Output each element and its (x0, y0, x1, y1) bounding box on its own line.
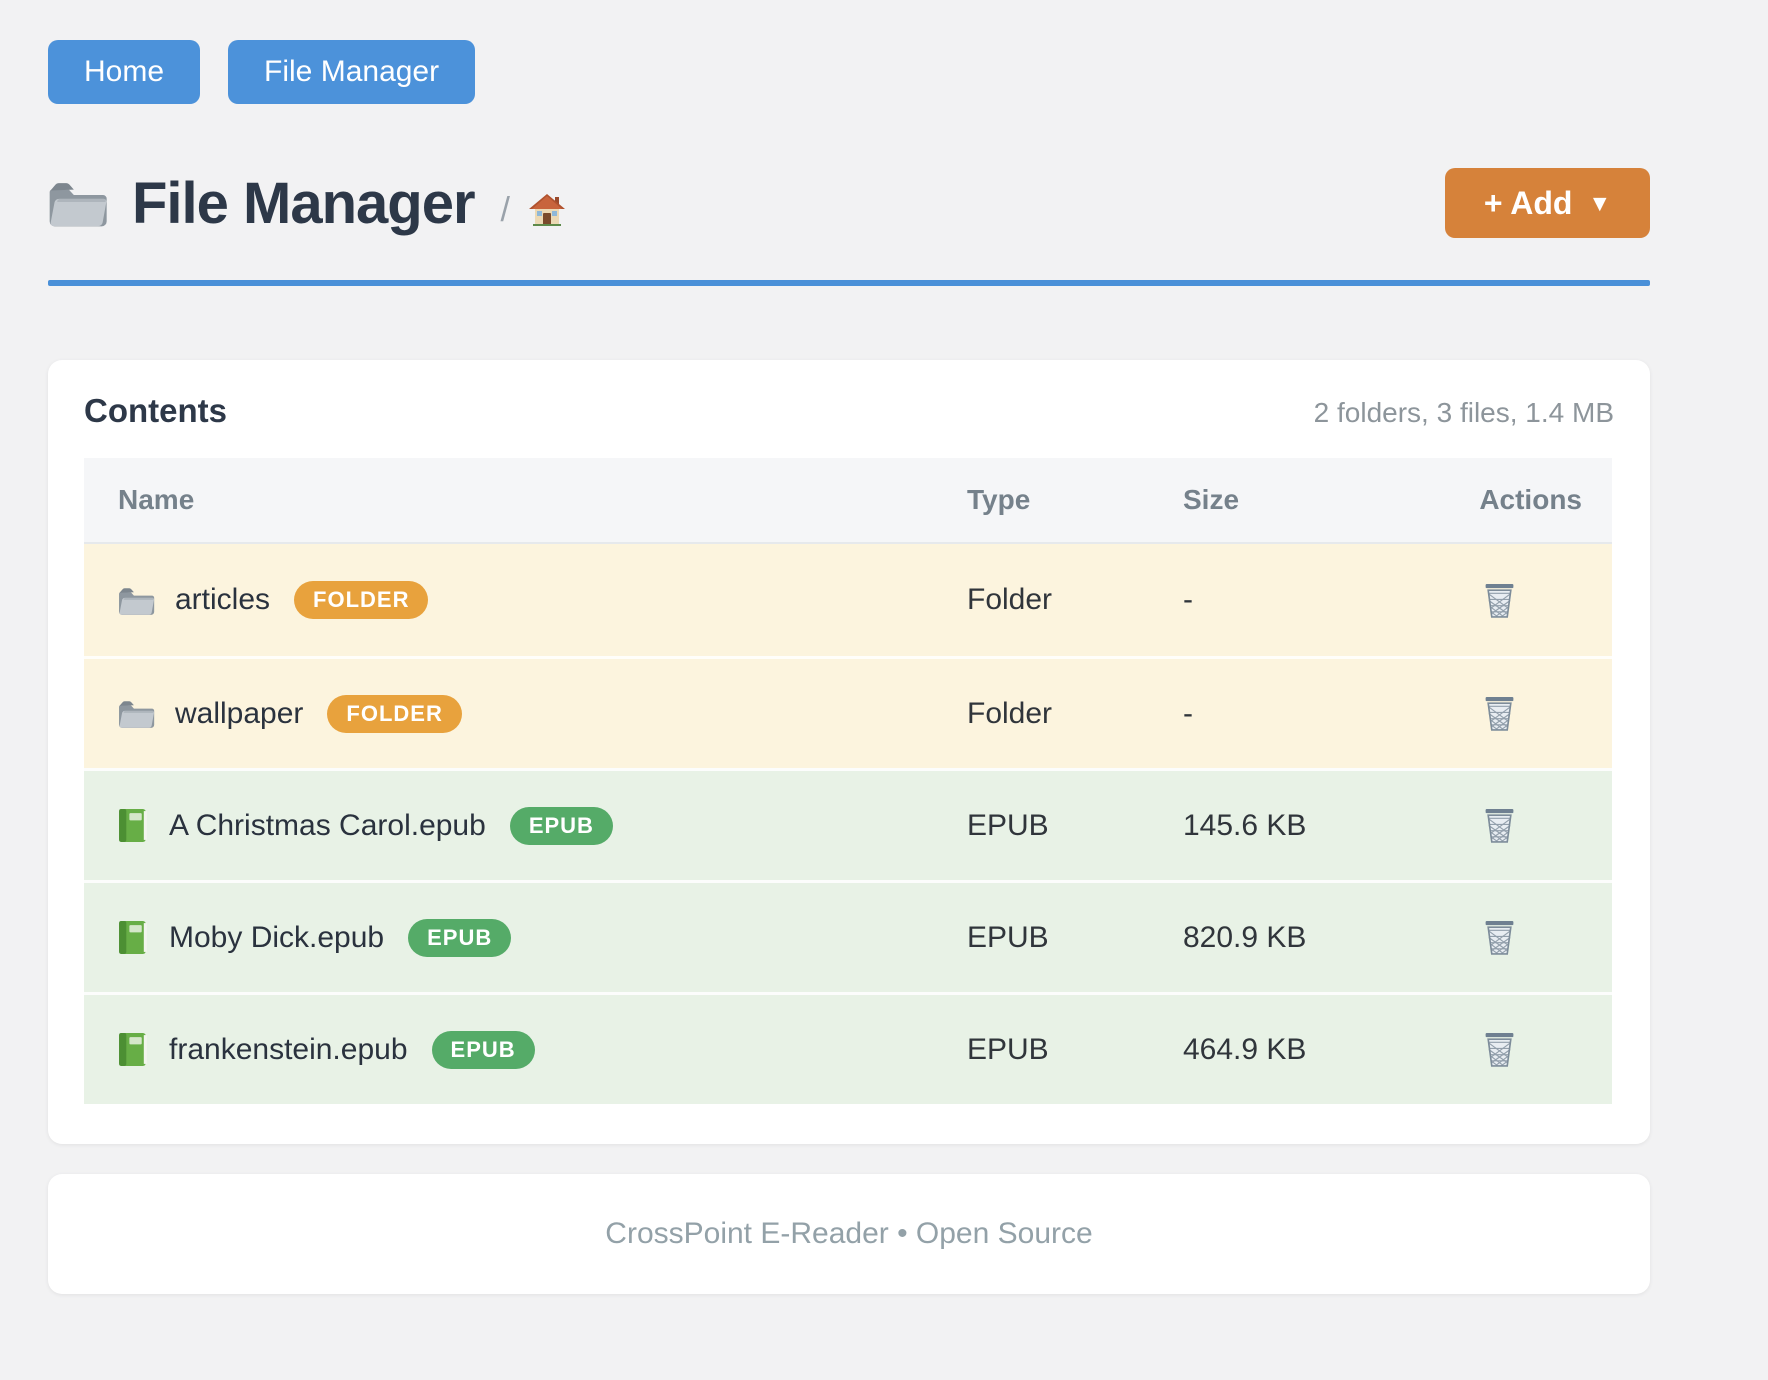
folder-badge: FOLDER (327, 694, 462, 733)
footer-card: CrossPoint E-Reader • Open Source (48, 1174, 1650, 1294)
trash-icon (1482, 582, 1517, 619)
item-type: Folder (967, 696, 1053, 730)
trash-icon (1482, 807, 1517, 844)
epub-badge: EPUB (431, 1030, 535, 1069)
column-header-actions: Actions (1479, 484, 1582, 515)
table-row: Moby Dick.epub EPUB EPUB 820.9 KB (84, 880, 1612, 992)
footer-text: CrossPoint E-Reader • Open Source (605, 1217, 1093, 1250)
home-icon[interactable] (528, 193, 566, 227)
item-name[interactable]: Moby Dick.epub (169, 920, 385, 954)
page-header: File Manager / + Add ▼ (48, 168, 1650, 238)
trash-icon (1482, 1031, 1517, 1068)
page: Home File Manager File Manager / + Add ▼… (48, 0, 1650, 1294)
folder-badge: FOLDER (294, 581, 429, 619)
delete-button[interactable] (1482, 1031, 1517, 1068)
breadcrumb: / (501, 191, 566, 230)
add-button-label: + Add (1483, 184, 1573, 221)
item-size: 145.6 KB (1183, 808, 1307, 842)
item-name[interactable]: wallpaper (175, 696, 304, 730)
table-row: A Christmas Carol.epub EPUB EPUB 145.6 K… (84, 768, 1612, 880)
item-size: 464.9 KB (1183, 1032, 1307, 1066)
item-size: - (1183, 583, 1193, 616)
item-size: 820.9 KB (1183, 920, 1307, 954)
table-row: wallpaper FOLDER Folder - (84, 656, 1612, 768)
contents-summary: 2 folders, 3 files, 1.4 MB (1313, 397, 1614, 428)
epub-badge: EPUB (408, 918, 512, 957)
nav-file-manager-button[interactable]: File Manager (228, 40, 476, 104)
chevron-down-icon: ▼ (1588, 189, 1612, 216)
item-name[interactable]: frankenstein.epub (169, 1032, 408, 1066)
column-header-name: Name (118, 484, 195, 515)
table-row: articles FOLDER Folder - (84, 544, 1612, 656)
nav-home-button[interactable]: Home (48, 40, 201, 104)
trash-icon (1482, 919, 1517, 956)
book-icon (118, 920, 149, 955)
item-type: EPUB (967, 920, 1049, 954)
item-name[interactable]: A Christmas Carol.epub (169, 808, 486, 842)
book-icon (118, 808, 149, 843)
column-header-type: Type (967, 484, 1031, 515)
item-type: EPUB (967, 1032, 1049, 1066)
item-name[interactable]: articles (175, 583, 271, 616)
item-type: Folder (967, 583, 1053, 616)
delete-button[interactable] (1482, 919, 1517, 956)
folder-icon (48, 178, 108, 228)
item-type: EPUB (967, 808, 1049, 842)
folder-icon (118, 698, 155, 729)
table-header-row: Name Type Size Actions (84, 458, 1612, 544)
page-title: File Manager (132, 170, 476, 236)
add-button[interactable]: + Add ▼ (1445, 168, 1650, 238)
header-divider (48, 280, 1650, 286)
book-icon (118, 1032, 149, 1067)
contents-header: Contents 2 folders, 3 files, 1.4 MB (84, 392, 1614, 430)
breadcrumb-separator: / (500, 190, 510, 229)
delete-button[interactable] (1482, 582, 1517, 619)
contents-title: Contents (84, 392, 227, 429)
delete-button[interactable] (1482, 695, 1517, 732)
contents-card: Contents 2 folders, 3 files, 1.4 MB Name… (48, 360, 1650, 1144)
folder-icon (118, 585, 155, 616)
column-header-size: Size (1183, 484, 1240, 515)
nav-bar: Home File Manager (48, 40, 1650, 104)
table-row: frankenstein.epub EPUB EPUB 464.9 KB (84, 992, 1612, 1104)
title-group: File Manager / (48, 170, 566, 237)
trash-icon (1482, 695, 1517, 732)
epub-badge: EPUB (509, 806, 613, 845)
file-table: Name Type Size Actions articles FOLDER F… (84, 458, 1612, 1104)
delete-button[interactable] (1482, 807, 1517, 844)
item-size: - (1183, 696, 1193, 730)
